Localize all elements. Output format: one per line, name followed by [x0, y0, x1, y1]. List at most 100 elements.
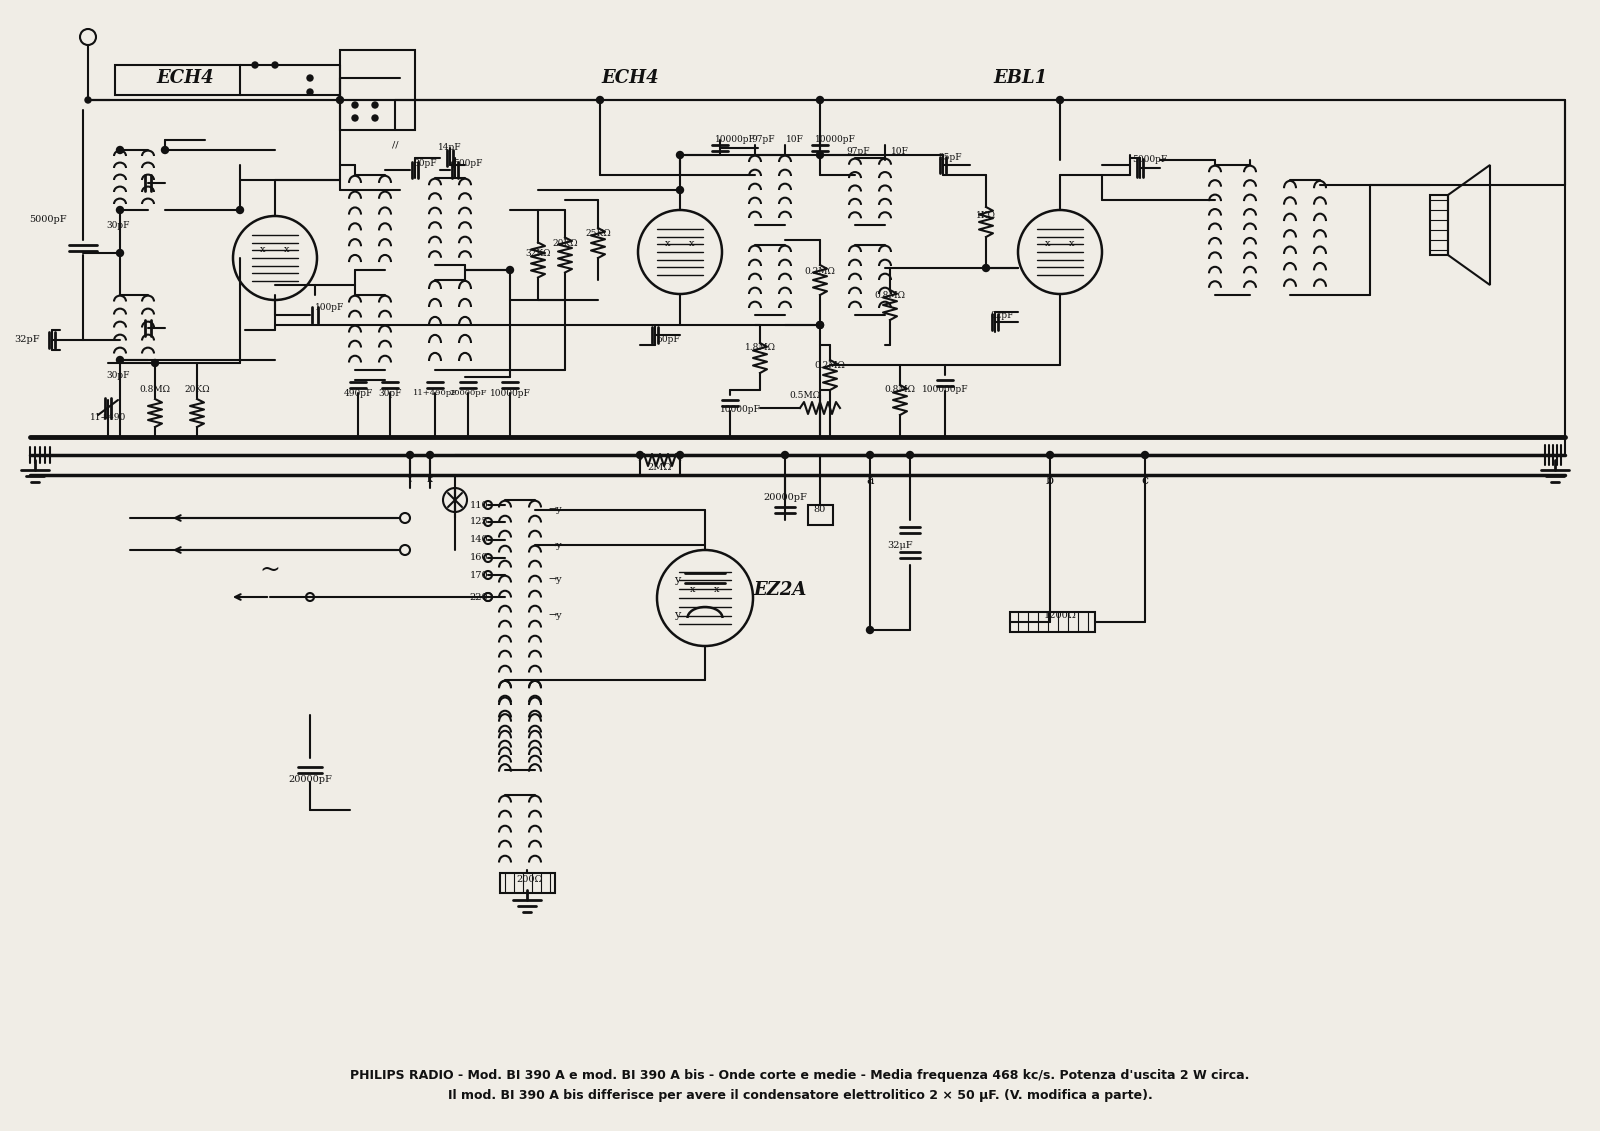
Circle shape: [336, 96, 344, 104]
Bar: [808, 506, 834, 525]
Text: 10F: 10F: [786, 136, 803, 145]
Text: ECH4: ECH4: [157, 69, 214, 87]
Text: 100000pF: 100000pF: [922, 386, 968, 395]
Text: 1.8MΩ: 1.8MΩ: [744, 344, 776, 353]
Bar: [1010, 612, 1094, 632]
Text: 50pF: 50pF: [656, 336, 680, 345]
Circle shape: [816, 152, 824, 158]
Text: c: c: [1141, 474, 1149, 486]
Circle shape: [152, 360, 158, 366]
Text: 140: 140: [469, 535, 488, 544]
Text: 0.5MΩ: 0.5MΩ: [789, 390, 821, 399]
Text: 5000pF: 5000pF: [29, 216, 67, 224]
Circle shape: [483, 593, 493, 601]
Circle shape: [677, 187, 683, 193]
Text: 125: 125: [469, 518, 488, 527]
Text: 0.2MΩ: 0.2MΩ: [814, 361, 845, 370]
Text: y: y: [674, 610, 680, 620]
Text: 97pF: 97pF: [846, 147, 870, 156]
Text: 30pF: 30pF: [106, 371, 130, 380]
Text: 0.2MΩ: 0.2MΩ: [805, 268, 835, 276]
Text: 20000pF: 20000pF: [763, 492, 806, 501]
Text: 11+490pF: 11+490pF: [413, 389, 458, 397]
Circle shape: [1141, 451, 1149, 458]
Text: 1KΩ: 1KΩ: [976, 210, 995, 219]
Text: ECH4: ECH4: [602, 69, 659, 87]
Text: 10F: 10F: [891, 147, 909, 156]
Circle shape: [371, 115, 378, 121]
Circle shape: [85, 97, 91, 103]
Text: x: x: [285, 245, 290, 254]
Text: 2MΩ: 2MΩ: [648, 463, 672, 472]
Text: PHILIPS RADIO - Mod. BI 390 A e mod. BI 390 A bis - Onde corte e medie - Media f: PHILIPS RADIO - Mod. BI 390 A e mod. BI …: [350, 1069, 1250, 1081]
Text: ~: ~: [259, 559, 280, 581]
Circle shape: [677, 152, 683, 158]
Text: 0.8MΩ: 0.8MΩ: [885, 386, 915, 395]
Circle shape: [80, 29, 96, 45]
Circle shape: [907, 451, 914, 458]
Text: 5000pF: 5000pF: [1133, 155, 1168, 164]
Circle shape: [507, 267, 514, 274]
Text: 110: 110: [469, 501, 488, 509]
Circle shape: [352, 115, 358, 121]
Text: 170: 170: [469, 570, 488, 579]
Text: x: x: [714, 586, 720, 595]
Circle shape: [1046, 451, 1053, 458]
Circle shape: [816, 321, 824, 328]
Text: 200Ω: 200Ω: [517, 875, 544, 884]
Text: 1200Ω: 1200Ω: [1043, 611, 1077, 620]
Circle shape: [816, 96, 824, 104]
Circle shape: [1056, 96, 1064, 104]
Text: x: x: [690, 586, 696, 595]
Circle shape: [443, 487, 467, 512]
Text: 82pF: 82pF: [990, 311, 1014, 319]
Circle shape: [371, 102, 378, 107]
Text: x: x: [261, 245, 266, 254]
Circle shape: [597, 96, 603, 104]
Text: 490pF: 490pF: [344, 389, 373, 397]
Bar: [499, 873, 555, 893]
Text: 160: 160: [469, 553, 488, 562]
Text: 14pF: 14pF: [438, 144, 462, 153]
Circle shape: [272, 62, 278, 68]
Circle shape: [867, 451, 874, 458]
Text: 0.8MΩ: 0.8MΩ: [875, 291, 906, 300]
Circle shape: [400, 545, 410, 555]
Text: EBL1: EBL1: [994, 69, 1046, 87]
Circle shape: [483, 518, 493, 526]
Text: Il mod. BI 390 A bis differisce per avere il condensatore elettrolitico 2 × 50 μ: Il mod. BI 390 A bis differisce per aver…: [448, 1088, 1152, 1102]
Bar: [1430, 195, 1448, 254]
Text: x: x: [1069, 240, 1075, 249]
Circle shape: [307, 75, 314, 81]
Circle shape: [237, 207, 243, 214]
Text: 25KΩ: 25KΩ: [586, 228, 611, 238]
Circle shape: [483, 536, 493, 544]
Bar: [339, 50, 414, 130]
Text: b: b: [1046, 474, 1054, 486]
Text: 97pF: 97pF: [750, 136, 774, 145]
Circle shape: [867, 627, 874, 633]
Circle shape: [117, 250, 123, 257]
Text: 10000pF: 10000pF: [490, 389, 531, 397]
Circle shape: [406, 451, 413, 458]
Circle shape: [117, 356, 123, 363]
Text: 20KΩ: 20KΩ: [184, 386, 210, 395]
Text: →y: →y: [549, 611, 562, 620]
Circle shape: [427, 451, 434, 458]
Text: k: k: [427, 475, 434, 484]
Text: 10000pF: 10000pF: [814, 136, 856, 145]
Circle shape: [306, 593, 314, 601]
Text: a: a: [866, 474, 874, 486]
Text: 32pF: 32pF: [14, 336, 40, 345]
Circle shape: [483, 571, 493, 579]
Circle shape: [677, 451, 683, 458]
Text: 220: 220: [469, 593, 488, 602]
Text: 32μF: 32μF: [886, 541, 914, 550]
Text: t: t: [408, 475, 411, 484]
Text: 32KΩ: 32KΩ: [525, 249, 550, 258]
Text: 25pF: 25pF: [938, 154, 962, 163]
Text: →y: →y: [549, 541, 562, 550]
Text: 11+490: 11+490: [90, 414, 126, 423]
Text: →y: →y: [549, 576, 562, 585]
Text: 20000pF: 20000pF: [450, 389, 486, 397]
